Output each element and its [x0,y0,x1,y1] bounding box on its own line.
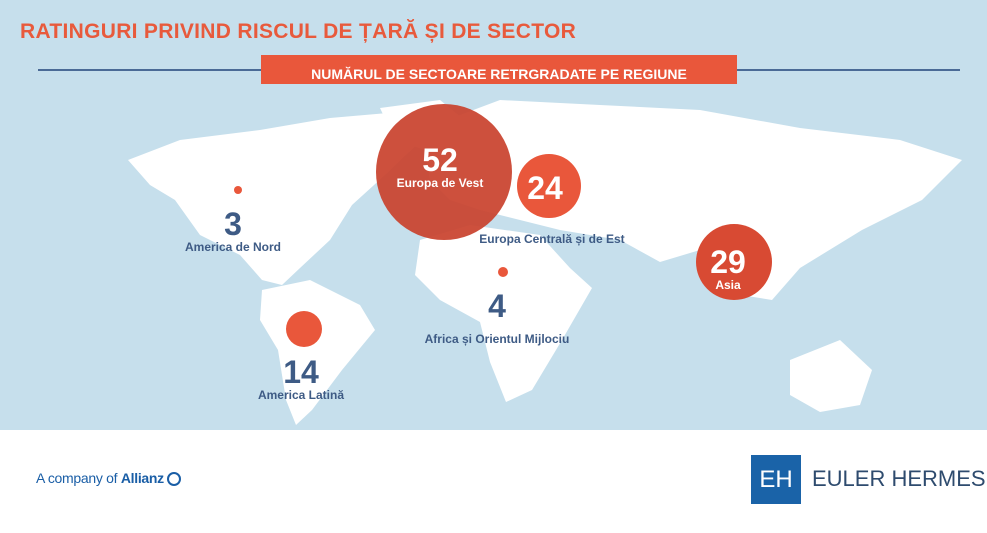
region-europa-de-vest: 52 Europa de Vest [396,142,484,190]
allianz-logo-icon [167,472,182,486]
region-europa-centrala-value: 24 [527,170,563,206]
subtitle: NUMĂRUL DE SECTOARE RETRGRADATE PE REGIU… [311,66,687,82]
eurasia [420,100,962,300]
page-title: RATINGURI PRIVIND RISCUL DE ȚARĂ ȘI DE S… [20,20,577,43]
bubble-america-latina [286,311,322,347]
bubble-europa-centrala [517,154,581,218]
allianz-tagline: A company of Allianz [36,470,182,486]
north-america [128,112,430,285]
australia [790,340,872,412]
africa [415,225,592,402]
world-map [128,100,962,425]
region-america-latina: 14 America Latină [257,354,345,402]
brand-name: EULER HERMES [812,466,986,491]
region-europa-centrala-name: Europa Centrală și de Est [479,232,625,246]
subtitle-banner: NUMĂRUL DE SECTOARE RETRGRADATE PE REGIU… [261,55,737,84]
region-asia: 29 Asia [710,244,746,292]
south-america [260,280,375,425]
bubble-america-de-nord [234,186,242,194]
region-africa: 4 Africa și Orientul Mijlociu [424,288,570,346]
bubble-asia [696,224,772,300]
bubble-europa-de-vest [376,104,512,240]
region-america-de-nord: 3 America de Nord [184,206,282,254]
euler-hermes-logo: EH [751,455,801,504]
bubble-africa [498,267,508,277]
